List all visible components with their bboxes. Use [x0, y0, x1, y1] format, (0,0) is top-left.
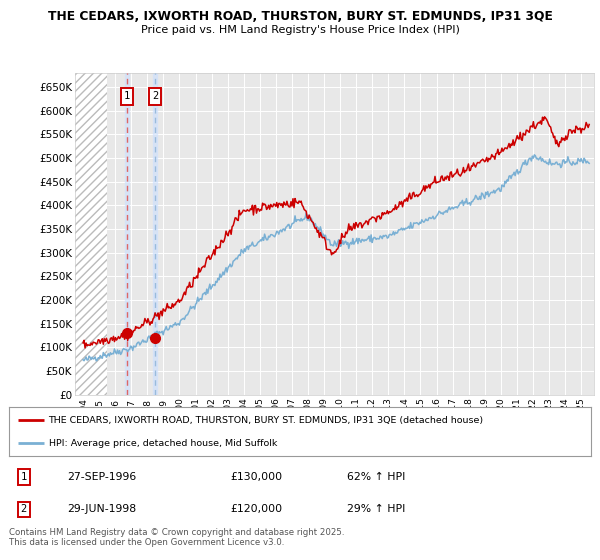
Text: £130,000: £130,000 [230, 472, 282, 482]
Bar [75, 73, 107, 395]
Text: THE CEDARS, IXWORTH ROAD, THURSTON, BURY ST. EDMUNDS, IP31 3QE (detached house): THE CEDARS, IXWORTH ROAD, THURSTON, BURY… [49, 416, 484, 425]
Text: £120,000: £120,000 [230, 505, 282, 515]
Bar [153, 73, 157, 395]
Text: 2: 2 [20, 505, 26, 515]
Text: 27-SEP-1996: 27-SEP-1996 [67, 472, 136, 482]
Text: THE CEDARS, IXWORTH ROAD, THURSTON, BURY ST. EDMUNDS, IP31 3QE: THE CEDARS, IXWORTH ROAD, THURSTON, BURY… [47, 10, 553, 23]
Text: 1: 1 [124, 91, 130, 101]
Bar [125, 73, 129, 395]
Text: HPI: Average price, detached house, Mid Suffolk: HPI: Average price, detached house, Mid … [49, 438, 277, 447]
Text: Contains HM Land Registry data © Crown copyright and database right 2025.
This d: Contains HM Land Registry data © Crown c… [9, 528, 344, 547]
Text: 1: 1 [20, 472, 26, 482]
Text: 29% ↑ HPI: 29% ↑ HPI [347, 505, 405, 515]
Text: Price paid vs. HM Land Registry's House Price Index (HPI): Price paid vs. HM Land Registry's House … [140, 25, 460, 35]
Text: 62% ↑ HPI: 62% ↑ HPI [347, 472, 405, 482]
Text: 2: 2 [152, 91, 158, 101]
Text: 29-JUN-1998: 29-JUN-1998 [67, 505, 136, 515]
